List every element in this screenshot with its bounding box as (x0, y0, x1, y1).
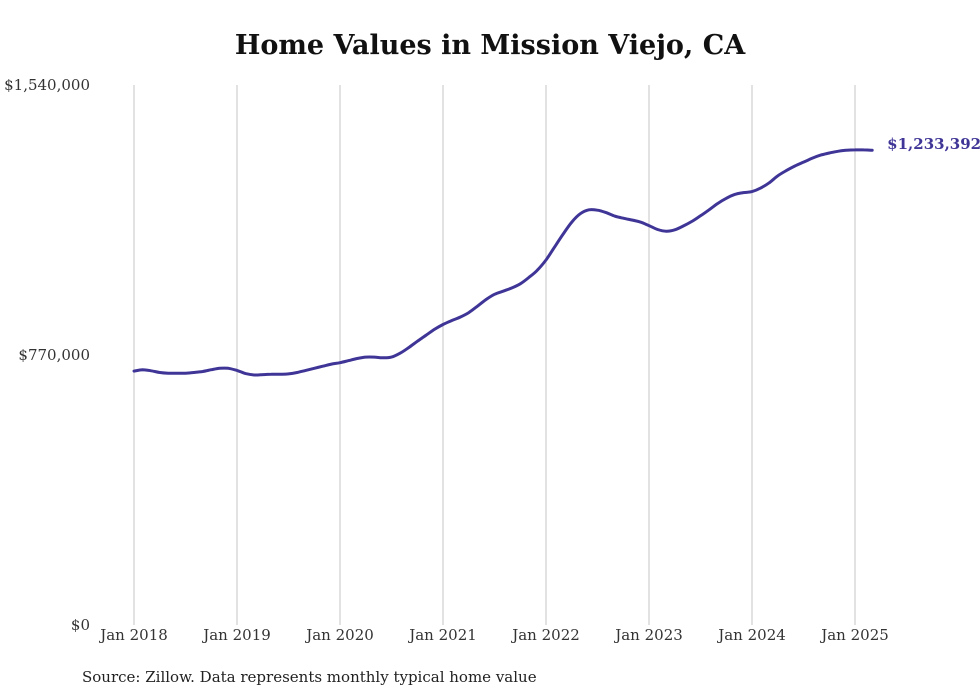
x-tick-label: Jan 2022 (510, 626, 580, 644)
y-axis: $0 $770,000 $1,540,000 (4, 76, 90, 634)
y-tick-label: $1,540,000 (4, 76, 90, 94)
y-tick-label: $770,000 (18, 346, 90, 364)
y-tick-label: $0 (71, 616, 90, 634)
source-note: Source: Zillow. Data represents monthly … (82, 668, 537, 686)
x-tick-label: Jan 2019 (201, 626, 271, 644)
x-tick-label: Jan 2025 (819, 626, 889, 644)
end-label-layer: $1,233,392 (887, 135, 980, 153)
gridlines (133, 85, 856, 625)
x-tick-label: Jan 2018 (98, 626, 168, 644)
x-tick-label: Jan 2024 (716, 626, 786, 644)
series-layer (132, 148, 874, 377)
x-tick-label: Jan 2023 (613, 626, 683, 644)
series-line (132, 148, 874, 377)
x-tick-label: Jan 2021 (407, 626, 477, 644)
end-value-label: $1,233,392 (887, 135, 980, 153)
x-axis: Jan 2018 Jan 2019 Jan 2020 Jan 2021 Jan 2022… (98, 626, 889, 644)
x-tick-label: Jan 2020 (304, 626, 374, 644)
chart-title: Home Values in Mission Viejo, CA (234, 30, 746, 61)
